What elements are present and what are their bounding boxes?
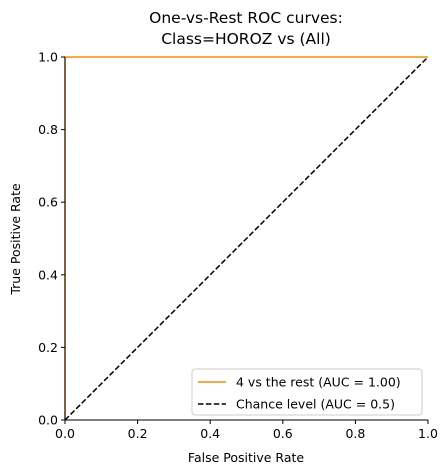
y-tick-label: 1.0: [38, 50, 58, 65]
y-tick-label: 0.6: [38, 195, 58, 210]
axes-layer: [64, 57, 428, 421]
x-tick-label: 0.8: [345, 426, 365, 441]
y-tick-label: 0.2: [38, 340, 58, 355]
y-tick-label: 0.4: [38, 267, 58, 282]
plot-area: 0.0 0.2 0.4 0.6 0.8 1.0 0.0 0.2 0.4 0.6 0.8 1.0: [38, 50, 438, 442]
x-tick-label: 1.0: [418, 426, 438, 441]
x-tick-label: 0.6: [273, 426, 293, 441]
legend-label-0: 4 vs the rest (AUC = 1.00): [236, 375, 401, 390]
legend-box: [191, 368, 423, 416]
legend-label-1: Chance level (AUC = 0.5): [236, 397, 395, 412]
x-tick-label: 0.4: [200, 426, 220, 441]
y-tick-label: 0.8: [38, 122, 58, 137]
x-tick-label: 0.2: [128, 426, 148, 441]
y-axis-label: True Positive Rate: [8, 183, 23, 296]
chart-title-line-2: Class=HOROZ vs (All): [161, 30, 331, 48]
legend: 4 vs the rest (AUC = 1.00) Chance level (…: [191, 368, 423, 416]
series-layer: [64, 56, 429, 421]
x-axis-label: False Positive Rate: [188, 450, 304, 465]
x-tick-label: 0.0: [55, 426, 75, 441]
series-line-1: [64, 56, 429, 421]
chart-title-line-1: One-vs-Rest ROC curves:: [149, 9, 343, 27]
y-tick-label: 0.0: [38, 413, 58, 428]
ticks-layer: 0.0 0.2 0.4 0.6 0.8 1.0 0.0 0.2 0.4 0.6 0.8 1.0: [38, 50, 438, 442]
